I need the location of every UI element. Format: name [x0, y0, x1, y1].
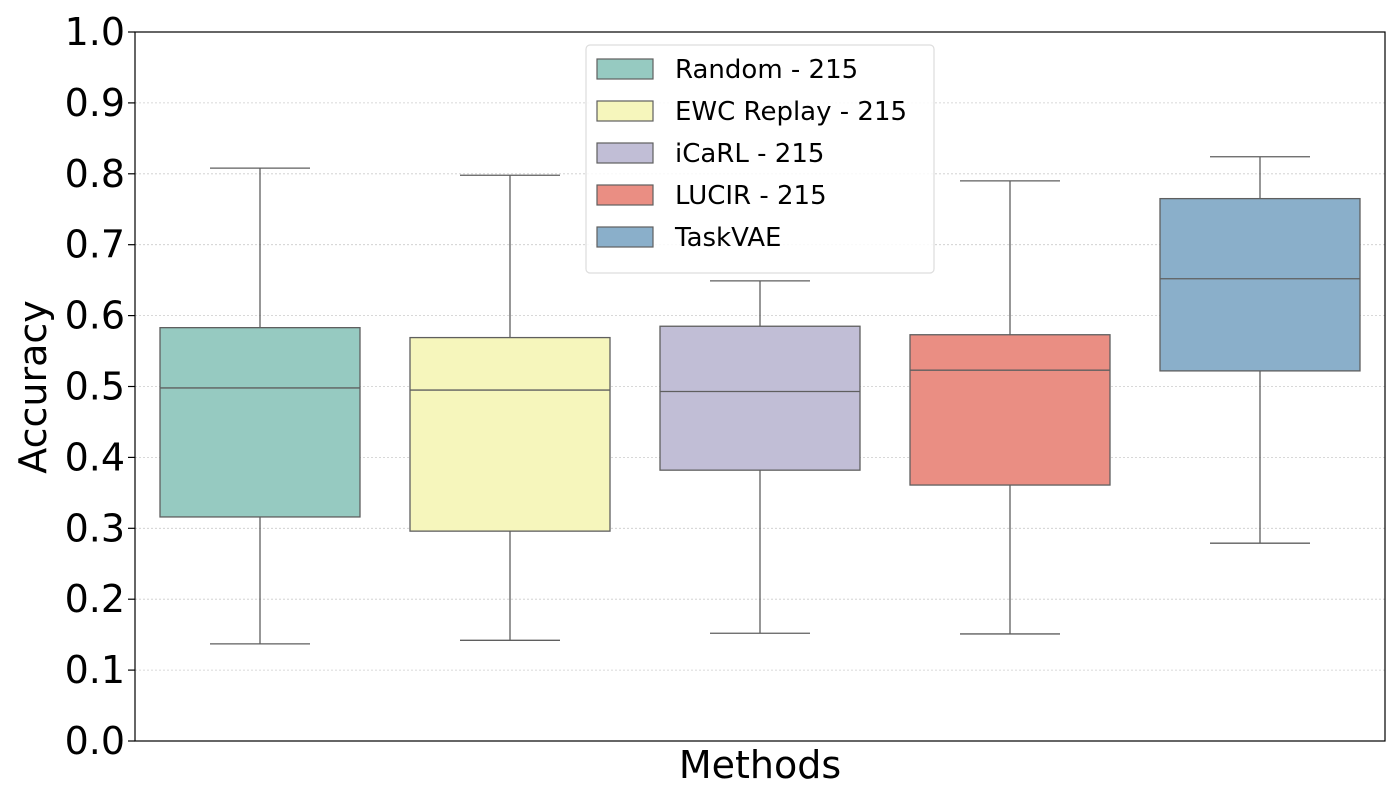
y-tick-label: 0.8 [65, 152, 125, 196]
y-tick-label: 0.4 [65, 435, 125, 479]
box-plots [159, 156, 1361, 645]
y-tick-label: 0.7 [65, 223, 125, 267]
iqr-box [659, 325, 861, 471]
y-tick-label: 0.9 [65, 81, 125, 125]
y-axis-ticks: 0.0 0.1 0.2 0.3 0.4 0.5 0.6 0.7 0.8 0.9 1.0 [65, 10, 135, 763]
legend-swatch [596, 226, 654, 248]
legend-label: TaskVAE [674, 223, 781, 253]
iqr-box [909, 334, 1111, 486]
y-tick-label: 0.5 [65, 365, 125, 409]
iqr-box [159, 327, 361, 518]
legend-label: LUCIR - 215 [675, 181, 827, 211]
box-3 [659, 280, 861, 634]
y-axis-label: Accuracy [11, 300, 55, 474]
box-4 [909, 180, 1111, 635]
legend-swatch [596, 58, 654, 80]
legend-swatch [596, 184, 654, 206]
iqr-box [1159, 197, 1361, 372]
y-tick-label: 0.2 [65, 577, 125, 621]
legend-frame [585, 44, 935, 274]
legend-label: iCaRL - 215 [675, 139, 824, 169]
iqr-box [409, 336, 611, 532]
legend: Random - 215 EWC Replay - 215 iCaRL - 215 L… [585, 44, 935, 274]
y-tick-label: 0.1 [65, 648, 125, 692]
y-tick-label: 1.0 [65, 10, 125, 54]
legend-swatch [596, 100, 654, 122]
box-2 [409, 174, 611, 641]
y-tick-label: 0.6 [65, 294, 125, 338]
legend-label: Random - 215 [675, 55, 858, 85]
box-1 [159, 167, 361, 645]
legend-swatch [596, 142, 654, 164]
box-5 [1159, 156, 1361, 544]
y-tick-label: 0.3 [65, 506, 125, 550]
x-axis-label: Methods [679, 743, 841, 787]
legend-label: EWC Replay - 215 [675, 97, 907, 127]
y-tick-label: 0.0 [65, 719, 125, 763]
